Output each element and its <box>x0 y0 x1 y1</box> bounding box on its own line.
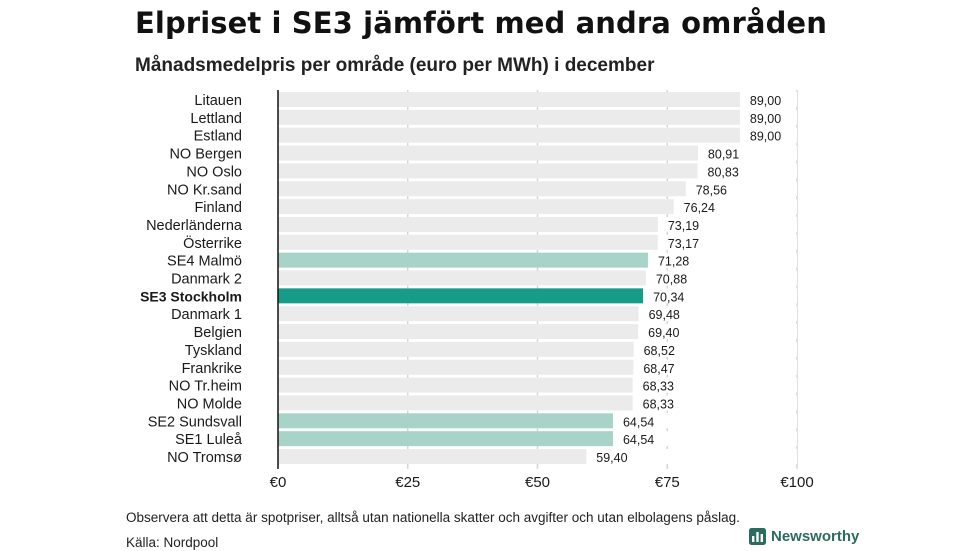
category-label: NO Tr.heim <box>169 379 242 395</box>
category-label: Belgien <box>194 325 242 341</box>
x-tick-label: €25 <box>395 474 420 491</box>
x-tick-label: €100 <box>780 474 813 491</box>
bar <box>278 145 698 161</box>
value-label: 78,56 <box>696 183 727 197</box>
category-label: Danmark 1 <box>171 307 242 323</box>
bar <box>278 359 634 375</box>
bar <box>278 234 658 250</box>
bar-chart: Litauen 89,00 Lettland 89,00 Estland 89,00 NO … <box>140 90 814 491</box>
value-label: 70,88 <box>656 273 687 287</box>
bar <box>278 288 644 304</box>
bar <box>278 127 740 143</box>
value-label: 76,24 <box>684 201 715 215</box>
value-label: 64,54 <box>623 433 654 447</box>
bar <box>278 252 648 268</box>
bar <box>278 163 698 179</box>
category-label: Finland <box>194 200 242 216</box>
category-label: NO Molde <box>177 396 242 412</box>
footnote: Observera att detta är spotpriser, allts… <box>126 510 740 525</box>
bar <box>278 306 639 322</box>
value-label: 89,00 <box>750 112 781 126</box>
value-label: 71,28 <box>658 255 689 269</box>
bar <box>278 109 740 125</box>
x-tick-label: €75 <box>655 474 680 491</box>
value-label: 64,54 <box>623 415 654 429</box>
value-label: 73,19 <box>668 219 699 233</box>
value-label: 89,00 <box>750 130 781 144</box>
bar <box>278 341 634 357</box>
value-label: 68,47 <box>643 362 674 376</box>
value-label: 89,00 <box>750 94 781 108</box>
category-label: Danmark 2 <box>171 272 242 288</box>
bar <box>278 431 613 447</box>
value-label: 68,52 <box>644 344 675 358</box>
value-label: 80,91 <box>708 148 739 162</box>
value-label: 80,83 <box>708 165 739 179</box>
chart-title: Elpriset i SE3 jämfört med andra områden <box>135 6 827 40</box>
category-label: SE3 Stockholm <box>140 288 242 304</box>
category-label: Österrike <box>183 234 242 252</box>
category-label: SE2 Sundsvall <box>148 414 242 430</box>
bar <box>278 449 587 464</box>
category-label: Tyskland <box>185 343 242 359</box>
bar-layer: Litauen 89,00 Lettland 89,00 Estland 89,00 NO … <box>140 92 797 466</box>
category-label: Frankrike <box>182 361 242 377</box>
category-label: NO Oslo <box>186 164 242 180</box>
brand-logo: Newsworthy <box>749 528 859 545</box>
value-label: 69,40 <box>648 326 679 340</box>
bar <box>278 377 633 393</box>
value-label: 69,48 <box>649 308 680 322</box>
bar <box>278 92 740 107</box>
bar <box>278 216 658 232</box>
newsworthy-logo-icon <box>749 528 766 545</box>
brand-name: Newsworthy <box>771 528 860 545</box>
source-note: Källa: Nordpool <box>126 535 219 550</box>
category-label: Litauen <box>194 93 242 109</box>
x-axis-ticks: €0 €25 €50 €75 €100 <box>270 474 814 491</box>
category-label: Nederländerna <box>146 218 243 234</box>
bar <box>278 324 639 340</box>
category-label: SE4 Malmö <box>167 254 242 270</box>
chart-subtitle: Månadsmedelpris per område (euro per MWh… <box>135 55 655 76</box>
category-label: SE1 Luleå <box>175 432 243 448</box>
bar <box>278 395 633 411</box>
value-label: 70,34 <box>653 290 684 304</box>
value-label: 73,17 <box>668 237 699 251</box>
x-tick-label: €50 <box>525 474 550 491</box>
value-label: 59,40 <box>596 451 627 465</box>
bar <box>278 199 674 215</box>
bar <box>278 270 646 286</box>
bar <box>278 181 686 197</box>
bar <box>278 413 613 429</box>
x-tick-label: €0 <box>270 474 287 491</box>
category-label: NO Tromsø <box>167 450 242 466</box>
value-label: 68,33 <box>643 397 674 411</box>
value-label: 68,33 <box>643 380 674 394</box>
category-label: Estland <box>194 129 242 145</box>
category-label: NO Bergen <box>169 147 242 163</box>
category-label: Lettland <box>190 111 242 127</box>
category-label: NO Kr.sand <box>167 182 242 198</box>
